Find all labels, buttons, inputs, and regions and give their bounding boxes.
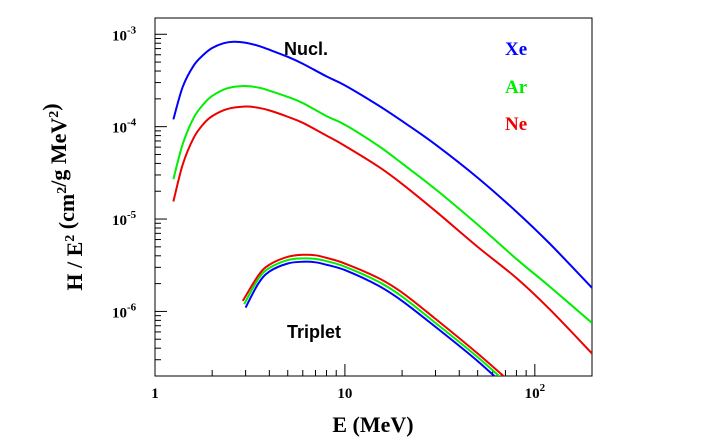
y-tick-label: 10-3 (112, 24, 137, 44)
curves (172, 40, 592, 376)
nuclear-curve-ne (172, 105, 592, 355)
nuclear-curve-ar (172, 85, 592, 324)
triplet-curve-ne (241, 253, 505, 376)
axis-ticks (154, 33, 593, 377)
legend-entry-ar: Ar (505, 77, 528, 98)
legend-entry-xe: Xe (505, 39, 527, 60)
x-tick-label: 1 (151, 386, 159, 402)
plot-frame (154, 17, 593, 377)
y-axis-label: H / E2 (cm2/g MeV2) (38, 103, 87, 290)
legend-entry-ne: Ne (505, 114, 527, 135)
annotation-triplet: Triplet (287, 322, 341, 342)
y-tick-label: 10-6 (112, 301, 137, 321)
triplet-curve-xe (244, 260, 496, 376)
triplet-curve-ar (243, 257, 501, 376)
x-tick-label: 102 (525, 382, 546, 402)
tick-labels: 1 10 102 10-3 10-4 10-5 10-6 (112, 24, 546, 402)
nuclear-curve-xe (172, 40, 592, 289)
x-axis-label: E (MeV) (332, 412, 413, 437)
x-tick-label: 10 (337, 386, 352, 402)
y-tick-label: 10-4 (112, 117, 137, 137)
y-tick-label: 10-5 (112, 209, 137, 229)
annotation-nucl: Nucl. (284, 39, 328, 59)
